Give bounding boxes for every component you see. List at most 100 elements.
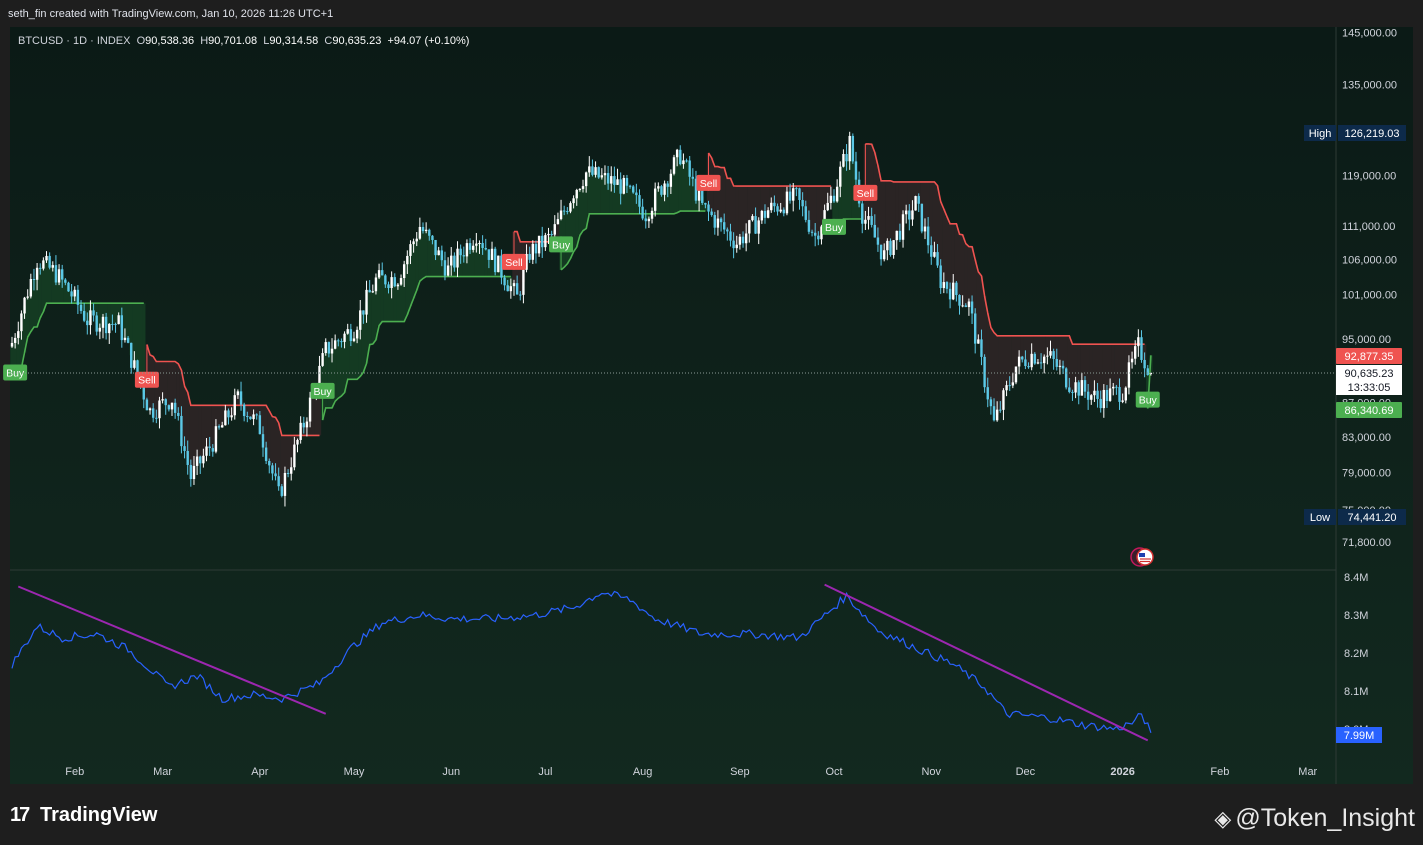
candle xyxy=(1090,394,1093,405)
candle-body xyxy=(208,446,211,449)
candle xyxy=(986,377,989,408)
candle xyxy=(465,239,469,264)
sell-signal: Sell xyxy=(853,143,878,201)
candle-body xyxy=(1121,400,1124,402)
candle xyxy=(898,223,902,243)
candle xyxy=(35,262,39,291)
stop-sell-tag: 92,877.35 xyxy=(1336,348,1402,364)
candle-body xyxy=(588,166,591,173)
candle-body xyxy=(437,250,440,256)
candle xyxy=(302,416,305,434)
candle xyxy=(512,279,516,296)
candle-body xyxy=(286,473,290,475)
candle-body xyxy=(362,310,365,315)
sell-signal-box xyxy=(853,184,878,201)
candle-body xyxy=(713,215,716,228)
candle xyxy=(952,274,955,301)
candle xyxy=(729,223,732,247)
candle-body xyxy=(506,285,509,292)
candle-body xyxy=(832,195,836,202)
candle-body xyxy=(1014,366,1018,383)
time-axis-label: Feb xyxy=(1210,766,1229,778)
candle xyxy=(1115,384,1118,395)
candle xyxy=(1030,343,1033,371)
candle-body xyxy=(393,277,396,287)
candle xyxy=(1039,353,1043,369)
candle xyxy=(628,184,632,189)
candle xyxy=(716,210,720,236)
candle-body xyxy=(173,402,177,413)
candle xyxy=(202,448,205,468)
candle xyxy=(854,151,858,187)
candle-body xyxy=(1061,365,1065,369)
candle xyxy=(622,175,626,195)
candle-body xyxy=(647,218,651,222)
candle xyxy=(635,183,638,204)
candle xyxy=(713,211,716,235)
candle-body xyxy=(1099,398,1102,409)
candle-body xyxy=(732,240,735,249)
us-flag-icon[interactable] xyxy=(1130,547,1154,567)
symbol-label[interactable]: BTCUSD · 1D · INDEX xyxy=(18,35,131,47)
candle xyxy=(133,351,136,370)
candle xyxy=(371,284,375,293)
candle xyxy=(1074,376,1077,399)
indicator-last-value: 7.99M xyxy=(1344,730,1375,742)
candle xyxy=(682,153,685,169)
candle xyxy=(911,200,914,226)
candle-body xyxy=(738,236,742,245)
candle-body xyxy=(371,291,375,293)
candle xyxy=(1093,380,1096,402)
sell-signal-label: Sell xyxy=(700,178,718,190)
candle xyxy=(685,158,688,163)
candle-body xyxy=(340,341,343,343)
candle-body xyxy=(1033,353,1037,364)
candle-body xyxy=(970,301,974,314)
candle xyxy=(926,217,930,254)
candle-body xyxy=(268,461,271,466)
candle-body xyxy=(101,316,105,328)
close-label: C xyxy=(324,35,333,47)
candle xyxy=(324,338,327,356)
sell-signal-label: Sell xyxy=(138,375,156,387)
candle xyxy=(120,307,124,348)
candle-body xyxy=(895,230,898,241)
candle-body xyxy=(675,149,679,158)
candle xyxy=(1071,389,1074,401)
candle xyxy=(1140,330,1143,363)
candle xyxy=(170,402,174,416)
low-value: 90,314.58 xyxy=(269,35,319,47)
indicator-last-tag-bg xyxy=(1336,727,1382,743)
candle-body xyxy=(679,149,682,165)
candle xyxy=(556,212,560,225)
candle xyxy=(694,170,698,204)
candle-body xyxy=(465,243,469,257)
candle-body xyxy=(952,282,955,300)
candle xyxy=(98,323,102,340)
candle xyxy=(1049,340,1052,359)
candle-body xyxy=(603,173,607,176)
candle-body xyxy=(635,192,638,196)
low-label: L xyxy=(263,35,270,47)
candle-body xyxy=(17,331,20,338)
candle-body xyxy=(305,421,309,428)
tradingview-logo[interactable]: 17 TradingView xyxy=(10,804,157,827)
candle-body xyxy=(73,289,76,297)
high-tag-value-bg xyxy=(1338,125,1406,141)
candle xyxy=(531,240,535,265)
candle-body xyxy=(704,202,707,205)
time-axis-label: Apr xyxy=(251,766,268,778)
buy-signal-box xyxy=(3,364,28,381)
candle xyxy=(67,281,70,292)
candle xyxy=(744,223,748,252)
candle xyxy=(236,389,240,399)
candle-body xyxy=(685,160,688,162)
candle-body xyxy=(384,275,387,285)
candle xyxy=(164,398,167,415)
candle xyxy=(864,210,867,230)
candle-body xyxy=(92,310,95,316)
candle xyxy=(104,312,108,340)
candle-body xyxy=(644,218,647,222)
candle-body xyxy=(638,195,641,207)
